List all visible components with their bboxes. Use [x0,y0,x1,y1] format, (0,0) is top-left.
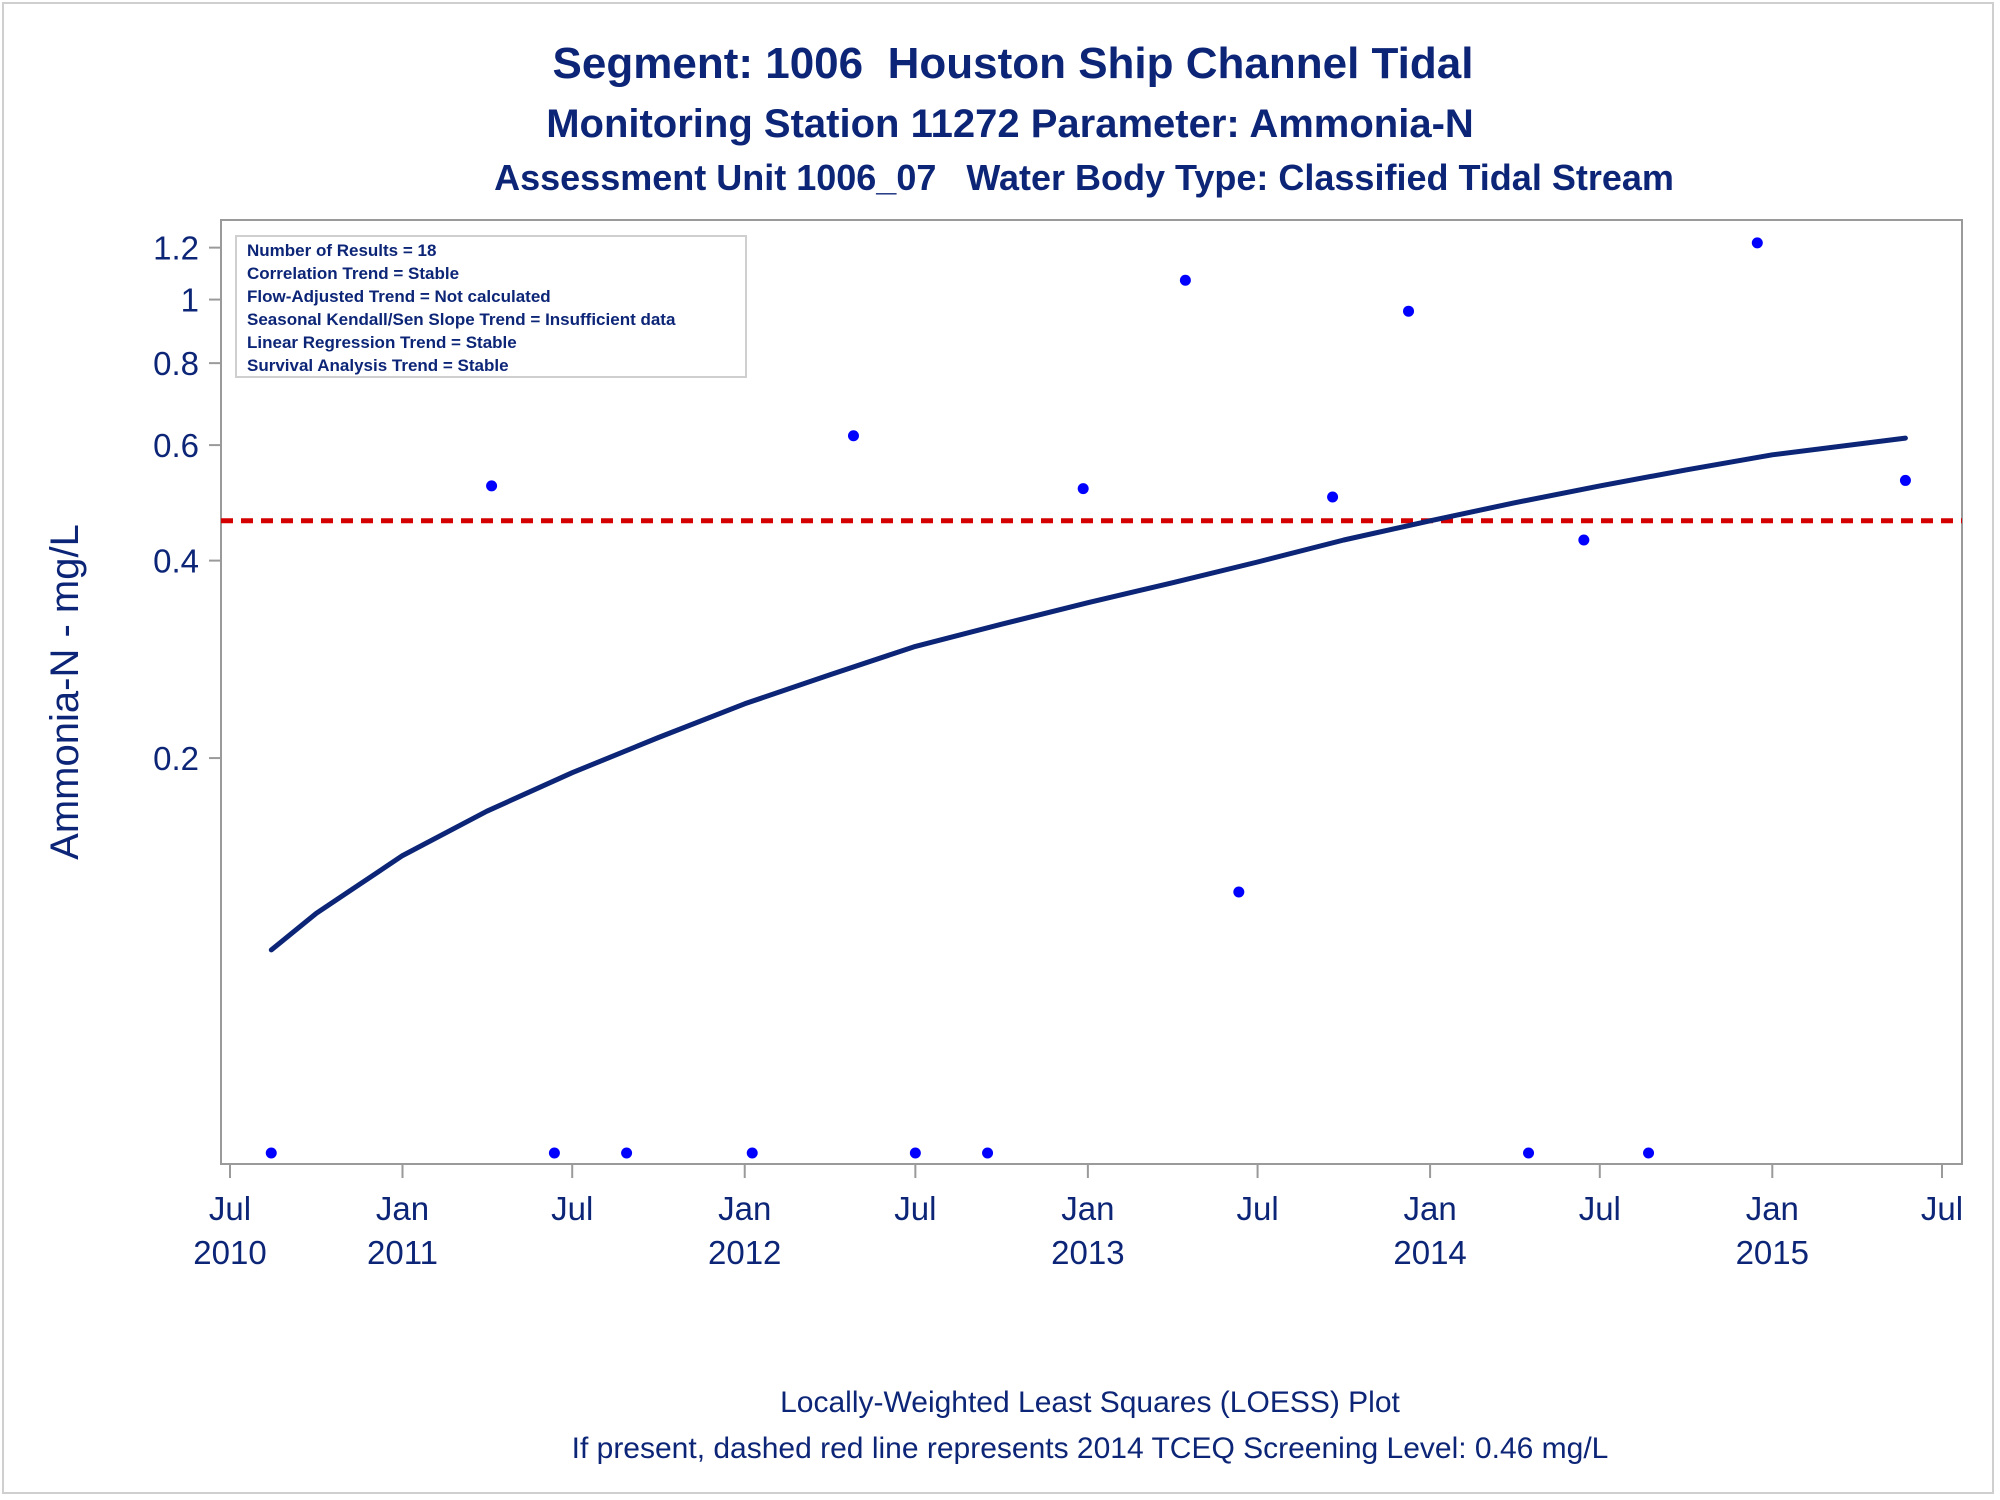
data-point [746,1147,758,1159]
y-tick-label: 0.8 [153,345,199,382]
data-point [1751,237,1763,249]
x-tick-label: Jul [1579,1190,1621,1227]
x-tick-year-label: 2015 [1736,1234,1809,1271]
y-tick-label: 1.2 [153,230,199,267]
legend-line: Survival Analysis Trend = Stable [247,356,509,375]
x-tick-label: Jan [718,1190,771,1227]
y-tick-label: 0.6 [153,427,199,464]
data-point [847,430,859,442]
x-tick-label: Jul [1921,1190,1963,1227]
legend-line: Number of Results = 18 [247,241,436,260]
data-point [909,1147,921,1159]
y-axis-label: Ammonia-N - mg/L [43,524,87,860]
legend-line: Seasonal Kendall/Sen Slope Trend = Insuf… [247,310,676,329]
y-tick-label: 0.2 [153,740,199,777]
x-tick-label: Jan [376,1190,429,1227]
data-point [1233,886,1245,898]
x-tick-year-label: 2010 [193,1234,266,1271]
data-point [621,1147,633,1159]
legend-lines: Number of Results = 18 Correlation Trend … [247,241,676,375]
x-tick-year-label: 2011 [367,1234,438,1271]
data-point [1578,534,1590,546]
footnote-screening-level: If present, dashed red line represents 2… [572,1432,1609,1465]
footnote-method: Locally-Weighted Least Squares (LOESS) P… [780,1386,1400,1419]
data-point [1077,483,1089,495]
data-point [265,1147,277,1159]
x-axis: Jul 2010 Jan 2011 Jul Jan 2012 Jul Jan 2013 Jul Jan… [193,1164,1963,1271]
legend-line: Correlation Trend = Stable [247,264,459,283]
data-point [486,480,498,492]
y-axis: 0.2 0.4 0.6 0.8 1 1.2 [153,230,221,777]
data-points [265,237,1911,1159]
chart-subtitle: Monitoring Station 11272 Parameter: Ammo… [546,102,1474,146]
chart-subtitle-2: Assessment Unit 1006_07 Water Body Type:… [494,157,1674,198]
legend-box: Number of Results = 18 Correlation Trend … [235,235,747,378]
x-tick-label: Jul [894,1190,936,1227]
x-tick-label: Jan [1403,1190,1456,1227]
x-tick-year-label: 2013 [1051,1234,1124,1271]
x-tick-label: Jan [1061,1190,1114,1227]
data-point [1899,474,1911,486]
x-tick-label: Jul [551,1190,593,1227]
data-point [1179,274,1191,286]
data-point [1403,305,1415,317]
chart-title: Segment: 1006 Houston Ship Channel Tidal [553,39,1474,88]
x-tick-label: Jul [1236,1190,1278,1227]
plot-area [220,219,1963,1165]
x-tick-label: Jul [209,1190,251,1227]
x-tick-year-label: 2012 [708,1234,781,1271]
loess-curve [268,435,1908,953]
y-tick-label: 0.4 [153,543,199,580]
data-point [982,1147,994,1159]
y-tick-label: 1 [181,282,199,319]
legend-box-border [235,235,747,378]
legend-line: Linear Regression Trend = Stable [247,333,517,352]
data-point [548,1147,560,1159]
data-point [1327,491,1339,503]
x-tick-year-label: 2014 [1393,1234,1466,1271]
x-tick-label: Jan [1746,1190,1799,1227]
legend-line: Flow-Adjusted Trend = Not calculated [247,287,551,306]
data-point [1523,1147,1535,1159]
data-point [1643,1147,1655,1159]
